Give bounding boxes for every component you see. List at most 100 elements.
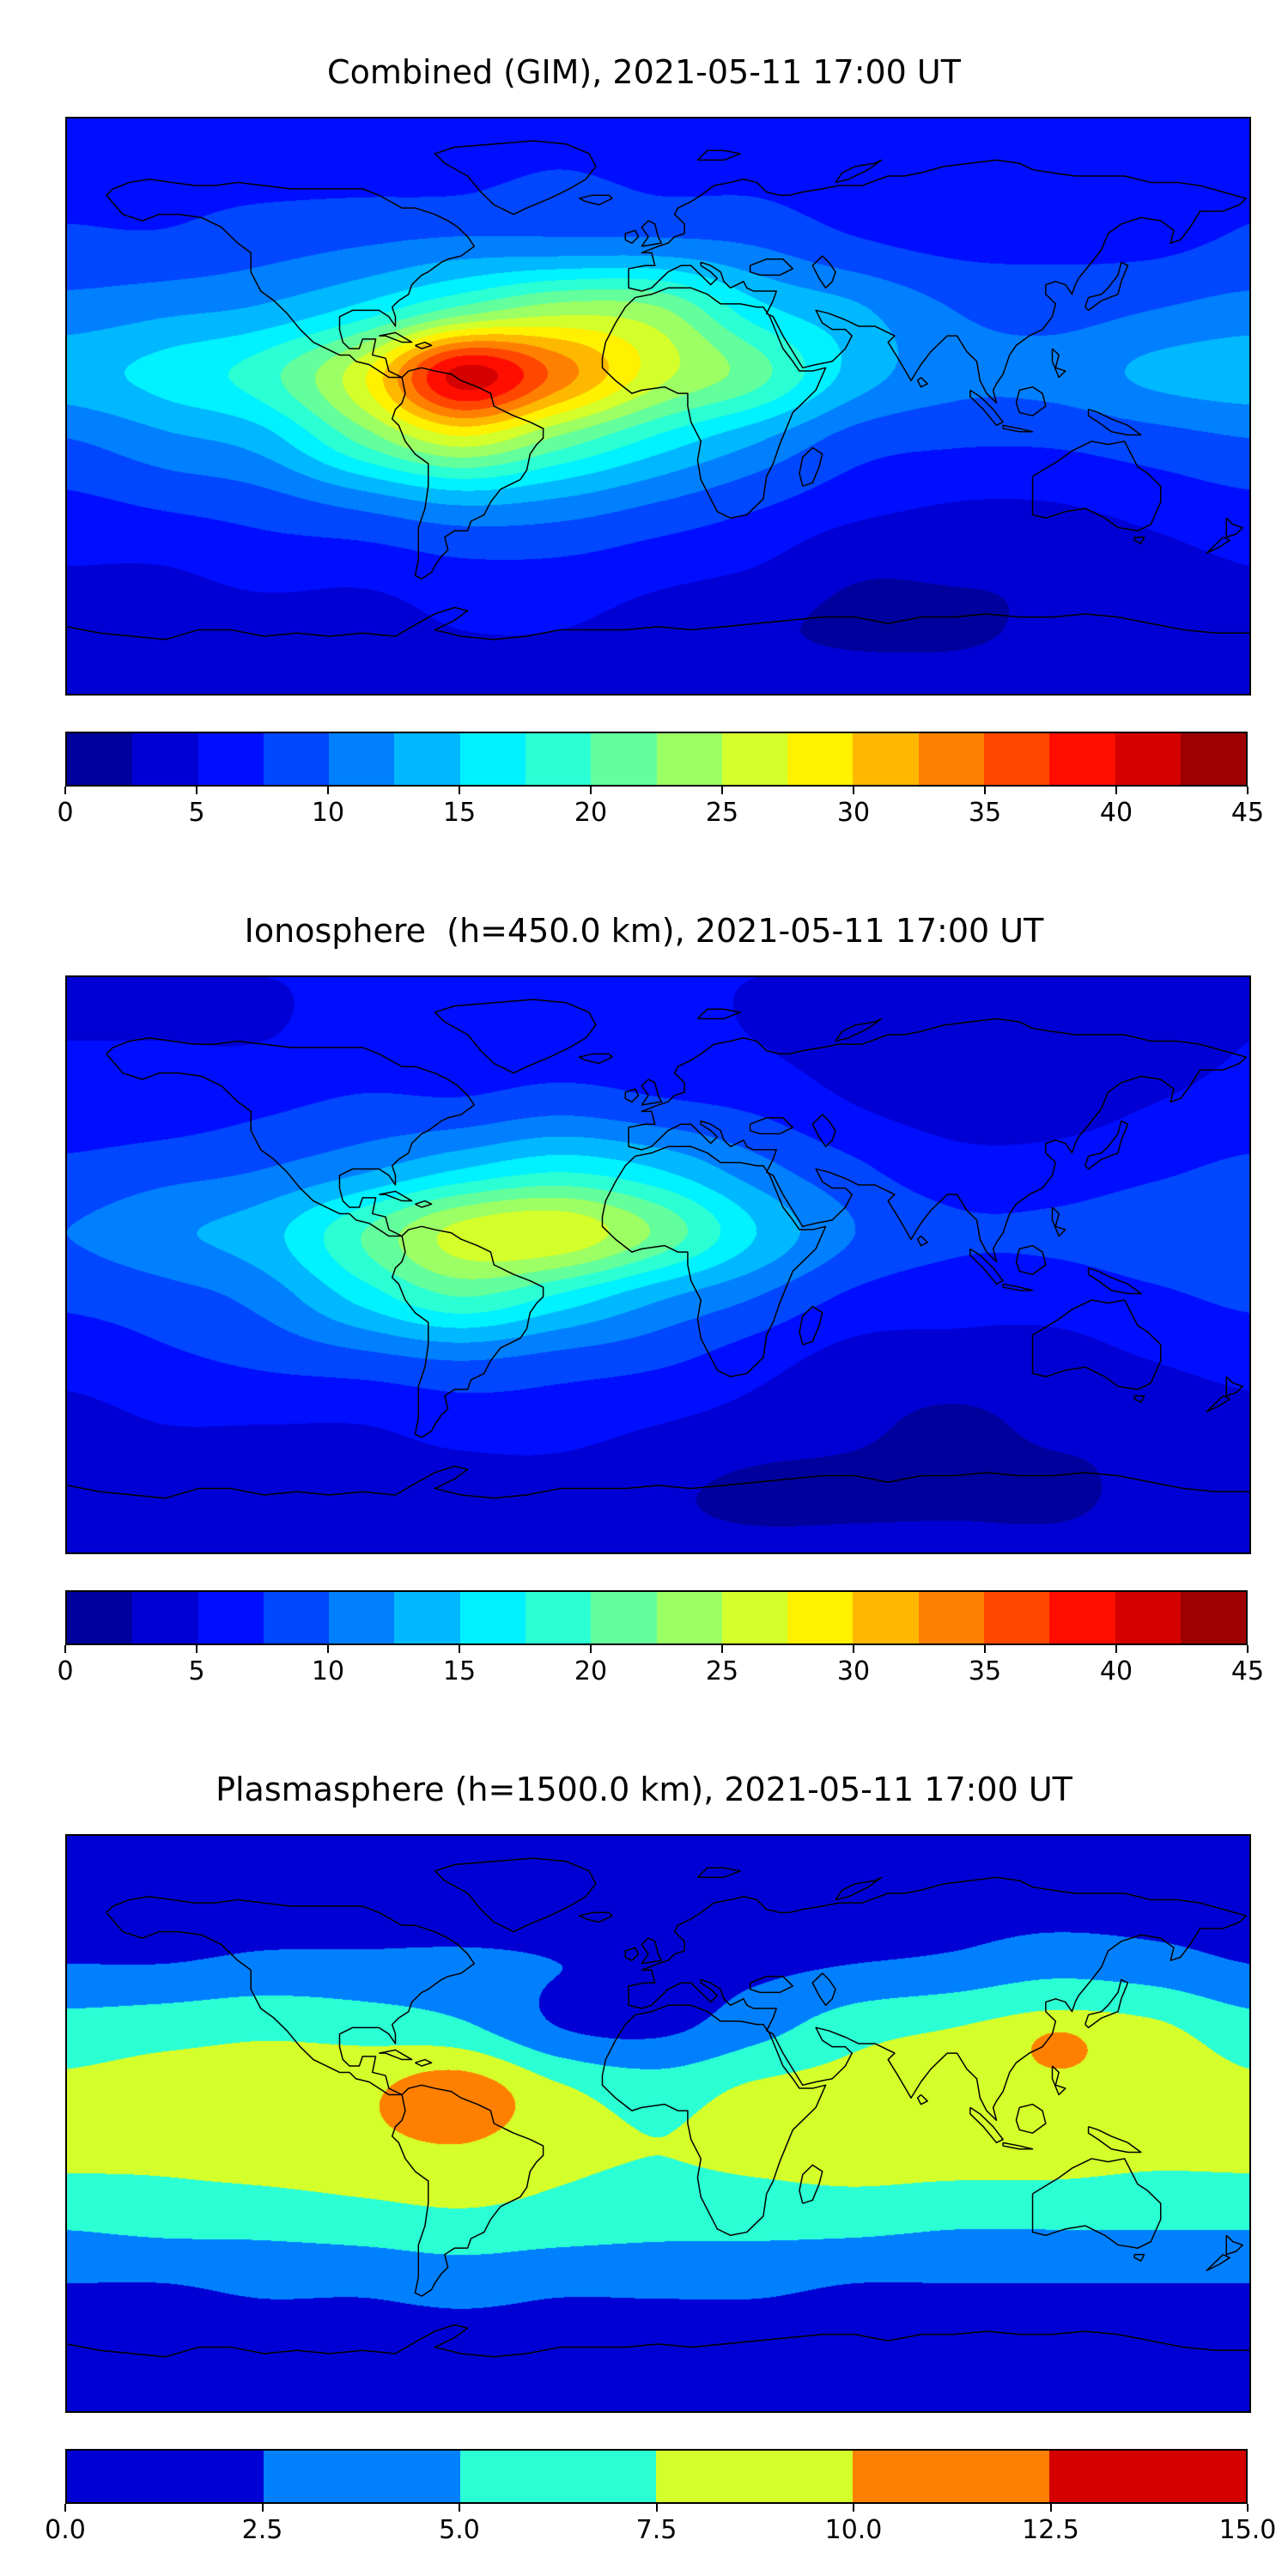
colorbar-gradient [65, 2449, 1248, 2504]
colorbar-segment [1049, 2451, 1246, 2502]
coastline-path [1134, 2255, 1144, 2261]
coastline-path [918, 2095, 927, 2105]
coastline-path [641, 1938, 661, 1964]
coastline-path [918, 1236, 927, 1246]
coastline-path [1003, 1284, 1032, 1290]
colorbar-segment [263, 733, 330, 785]
coastline-path [67, 2325, 1249, 2357]
colorbar-segment [459, 1592, 526, 1643]
coastline-path [1206, 538, 1230, 554]
colorbar-tick [984, 787, 986, 794]
colorbar-tick-label: 5 [188, 1656, 205, 1686]
colorbar-segment [1115, 1592, 1181, 1643]
colorbar-tick [721, 1645, 723, 1653]
coastline-path [1033, 1300, 1161, 1389]
colorbar-tick [459, 787, 460, 794]
panel-combined-gim: Combined (GIM), 2021-05-11 17:00 UT 0 5 10… [0, 0, 1288, 859]
colorbar-tick-label: 25 [705, 1656, 739, 1686]
coastline-path [812, 256, 835, 288]
colorbar-tick-label: 30 [836, 798, 871, 828]
coastline-path [415, 343, 431, 349]
coastline-path [1089, 1268, 1141, 1294]
coastline-path [641, 1079, 661, 1105]
colorbar-tick-label: 5 [188, 798, 205, 828]
coastline-path [970, 1249, 1003, 1284]
coastline-path [1089, 2127, 1141, 2153]
coastline-path [1033, 2159, 1161, 2248]
colorbar-segment [132, 1592, 198, 1643]
panel-ionosphere: Ionosphere (h=450.0 km), 2021-05-11 17:0… [0, 859, 1288, 1717]
colorbar-tick-label: 15 [442, 1656, 477, 1686]
coastline-path [835, 160, 882, 182]
coastline-path [1053, 349, 1066, 378]
coastline-path [580, 1054, 612, 1063]
colorbar-gradient [65, 1590, 1248, 1645]
colorbar-segment [263, 1592, 330, 1643]
coastline-path [1053, 2066, 1066, 2095]
coastline-path [812, 1973, 835, 2005]
colorbar-segment [787, 733, 854, 785]
colorbar-tick-label: 35 [968, 1656, 1002, 1686]
coastline-path [1085, 1121, 1128, 1170]
colorbar-tick-label: 12.5 [1022, 2515, 1079, 2545]
colorbar-segment [329, 733, 395, 785]
colorbar-tick-label: 15 [442, 798, 477, 828]
coastline-path [1085, 1980, 1128, 2028]
colorbar-tick [64, 787, 66, 794]
coastlines-overlay [67, 118, 1249, 694]
coastline-path [697, 1009, 740, 1018]
colorbar-tick-label: 45 [1230, 1656, 1265, 1686]
coastline-path [970, 390, 1003, 425]
colorbar-tick-label: 10 [311, 798, 345, 828]
map-plasmasphere [65, 1834, 1251, 2413]
colorbar-segment [1049, 733, 1115, 785]
colorbar-tick-label: 0 [57, 1656, 74, 1686]
colorbar-segment [721, 1592, 788, 1643]
colorbar-tick [721, 787, 723, 794]
coastline-path [970, 2107, 1003, 2142]
colorbar-segment [67, 733, 133, 785]
colorbar-ticks: 0 5 10 15 20 25 30 35 40 45 [57, 1645, 1264, 1686]
coastline-path [750, 1118, 793, 1134]
colorbar-segment [67, 2451, 264, 2502]
colorbar-tick [1115, 787, 1117, 794]
colorbar-tick-label: 5.0 [439, 2515, 480, 2545]
coastline-path [415, 2060, 431, 2066]
colorbar-segment [591, 733, 657, 785]
colorbar-tick [195, 1645, 197, 1653]
colorbar-segment [459, 733, 526, 785]
coastline-path [1033, 441, 1161, 531]
colorbar-tick-label: 45 [1230, 798, 1265, 828]
colorbar-segment [853, 2451, 1050, 2502]
coastline-path [602, 288, 825, 518]
colorbar-tick-label: 0 [57, 798, 74, 828]
coastline-path [67, 1467, 1249, 1498]
coastline-path [625, 1089, 638, 1102]
colorbar-tick [853, 787, 854, 794]
coastline-path [1206, 1396, 1230, 1413]
panel-title-combined: Combined (GIM), 2021-05-11 17:00 UT [327, 53, 961, 91]
map-combined-gim [65, 117, 1251, 696]
colorbar-tick-label: 15.0 [1218, 2515, 1277, 2545]
colorbar-tick [326, 787, 329, 794]
colorbar-segment [656, 733, 722, 785]
colorbar-tick-label: 20 [574, 1656, 608, 1686]
colorbar-tick [1049, 2504, 1052, 2512]
coastline-path [799, 2165, 823, 2203]
colorbar-combined: 0 5 10 15 20 25 30 35 40 45 [57, 732, 1264, 828]
colorbar-tick [589, 1645, 592, 1653]
map-ionosphere [65, 975, 1251, 1554]
colorbar-segment [721, 733, 788, 785]
colorbar-gradient [65, 732, 1248, 787]
coastlines-overlay [67, 1836, 1249, 2411]
coastline-path [392, 368, 544, 579]
colorbar-tick [459, 1645, 460, 1653]
panel-plasmasphere: Plasmasphere (h=1500.0 km), 2021-05-11 1… [0, 1717, 1288, 2576]
coastline-path [799, 447, 823, 486]
coastline-path [835, 1877, 882, 1899]
colorbar-segment [394, 1592, 460, 1643]
colorbar-segment [853, 733, 919, 785]
colorbar-ticks: 0.0 2.5 5.0 7.5 10.0 12.5 15.0 [45, 2504, 1276, 2545]
colorbar-tick-label: 40 [1099, 1656, 1133, 1686]
